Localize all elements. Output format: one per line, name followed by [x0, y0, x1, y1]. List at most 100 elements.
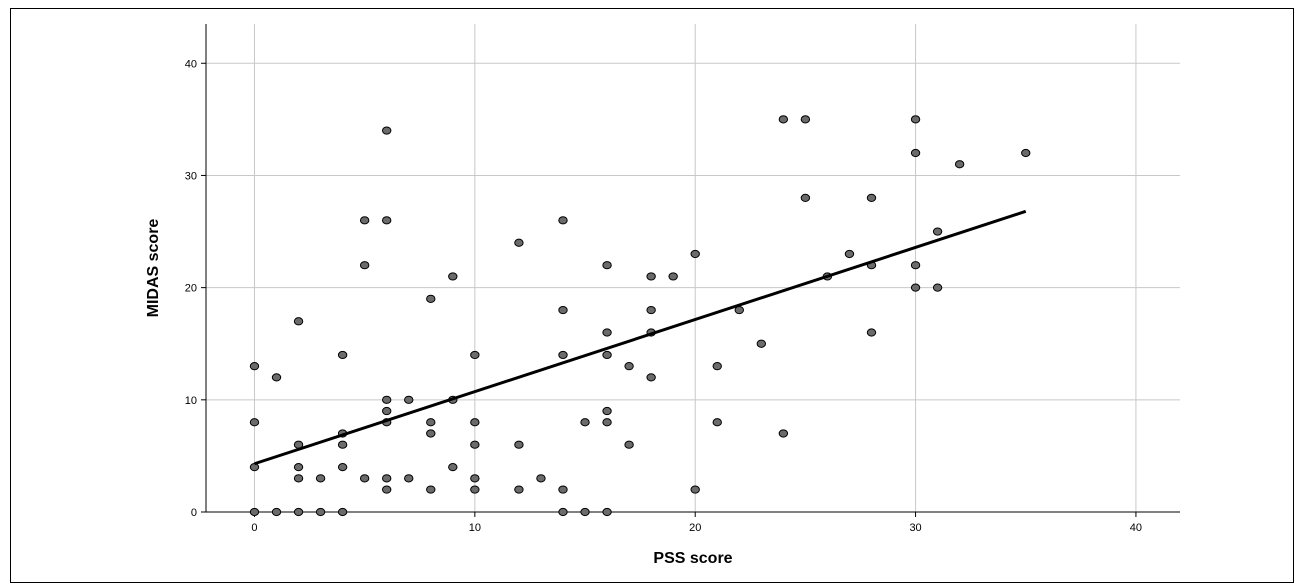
y-tick-label: 40 [185, 58, 197, 70]
x-tick-label: 10 [469, 522, 481, 534]
data-point [910, 261, 921, 270]
data-point [514, 440, 524, 449]
data-point [932, 283, 943, 292]
data-point [381, 395, 392, 404]
x-axis-title: PSS score [653, 550, 732, 567]
data-point [624, 362, 634, 371]
data-point [932, 227, 943, 236]
data-point [800, 193, 811, 202]
data-point [646, 305, 656, 315]
data-point [800, 115, 811, 124]
data-point [712, 362, 722, 371]
data-point [381, 126, 392, 135]
data-point [536, 474, 546, 483]
data-point [558, 305, 568, 315]
data-point [624, 440, 634, 449]
data-point [448, 463, 458, 472]
axes [205, 24, 1180, 513]
y-tick-label: 20 [185, 283, 197, 295]
data-point [910, 148, 921, 158]
data-point [359, 474, 370, 483]
x-tick-label: 0 [251, 522, 257, 534]
data-point [602, 507, 612, 517]
data-point [293, 507, 304, 517]
data-point [756, 339, 767, 348]
data-point [404, 395, 414, 404]
data-point [910, 283, 921, 292]
data-point [426, 294, 436, 303]
data-point [558, 485, 568, 494]
fit-line-group [254, 209, 1027, 466]
y-tick-label: 30 [185, 170, 197, 182]
x-tick-label: 20 [689, 522, 701, 534]
data-point [712, 418, 722, 427]
data-point [381, 406, 392, 416]
data-point [910, 115, 921, 124]
data-point [668, 272, 678, 281]
x-axis-ticks: 0 10 20 30 40 [251, 512, 1142, 534]
data-point [646, 272, 656, 281]
data-point [293, 463, 304, 472]
data-point [249, 418, 260, 427]
data-point [866, 193, 877, 202]
y-axis-title: MIDAS score [145, 219, 162, 318]
data-point [381, 216, 392, 225]
data-point [558, 216, 568, 225]
data-point [690, 485, 700, 494]
x-tick-label: 40 [1130, 522, 1142, 534]
data-point [315, 474, 326, 483]
data-point [337, 463, 348, 472]
data-point [293, 317, 304, 326]
data-point [602, 418, 612, 427]
grid-lines [206, 24, 1180, 512]
data-point [337, 507, 348, 517]
data-point [426, 418, 436, 427]
data-point [778, 429, 789, 438]
data-point [778, 115, 789, 124]
data-point [602, 406, 612, 416]
data-point [359, 261, 370, 270]
data-point [426, 485, 436, 494]
data-point [271, 507, 282, 517]
data-point [470, 440, 480, 449]
data-point [602, 350, 612, 360]
data-point [514, 238, 524, 247]
data-point [426, 429, 436, 438]
data-point [381, 474, 392, 483]
data-points [249, 115, 1031, 517]
data-point [448, 272, 458, 281]
data-point [404, 474, 414, 483]
x-tick-label: 30 [909, 522, 921, 534]
data-point [337, 440, 348, 449]
data-point [293, 474, 304, 483]
data-point [271, 373, 282, 382]
data-point [844, 249, 855, 259]
data-point [381, 485, 392, 494]
data-point [954, 160, 965, 169]
data-point [558, 350, 568, 360]
data-point [249, 362, 260, 371]
data-point [337, 350, 348, 360]
data-point [646, 373, 656, 382]
data-point [359, 216, 370, 225]
data-point [249, 507, 260, 517]
y-tick-label: 0 [191, 507, 197, 519]
data-point [514, 485, 524, 494]
fit-line [254, 209, 1027, 466]
data-point [602, 328, 612, 337]
data-point [315, 507, 326, 517]
data-point [558, 507, 568, 517]
data-point [470, 350, 480, 360]
data-point [470, 485, 480, 494]
data-point [1021, 148, 1031, 158]
data-point [249, 463, 260, 472]
data-point [602, 261, 612, 270]
data-point [470, 418, 480, 427]
data-point [580, 507, 590, 517]
data-point [866, 328, 877, 337]
y-axis-ticks: 0 10 20 30 40 [185, 58, 206, 519]
data-point [580, 418, 590, 427]
data-point [470, 474, 480, 483]
data-point [690, 249, 700, 259]
